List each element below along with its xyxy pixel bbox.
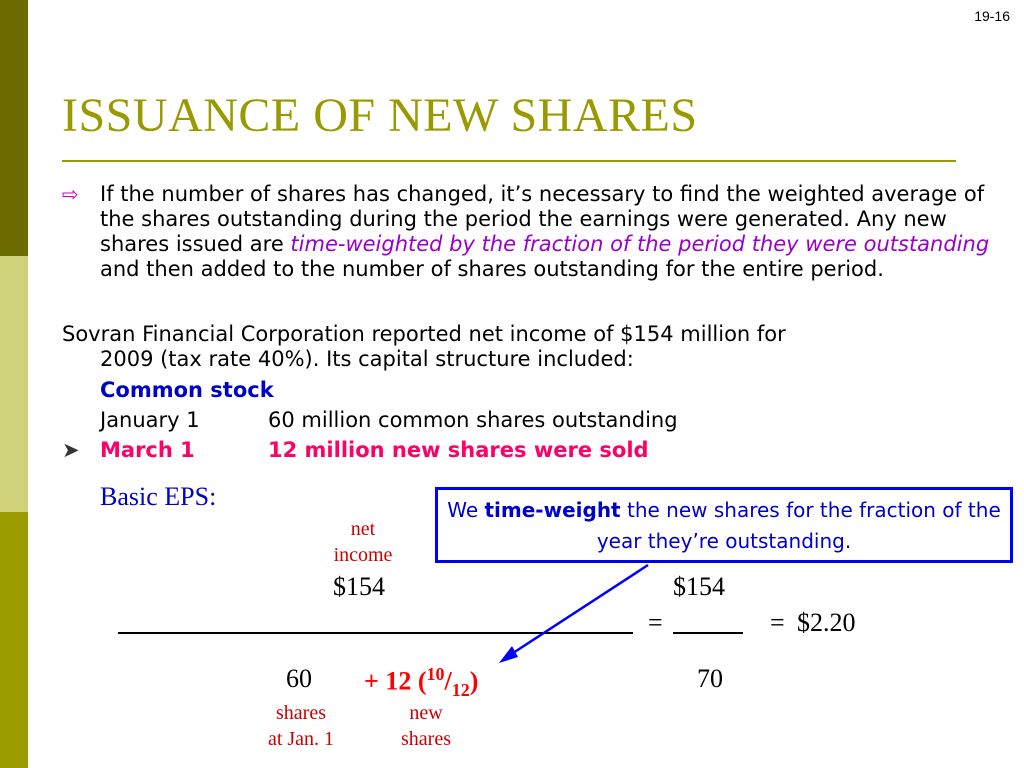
fraction-line-short: [673, 632, 743, 634]
shares-label-line-2: at Jan. 1: [267, 728, 335, 750]
shares-jan-label: shares at Jan. 1: [248, 700, 354, 752]
left-accent-bar-top: [0, 0, 28, 256]
arrow-bullet-icon: ⇨: [62, 182, 79, 206]
arrow-head-icon: [499, 646, 518, 663]
bullet-text-before: If the number of shares has changed, it’…: [100, 182, 985, 256]
sovran-line-1: Sovran Financial Corporation reported ne…: [62, 322, 786, 346]
mar-date: March 1: [100, 438, 195, 462]
net-label-line-1: net: [350, 518, 376, 540]
net-income-label: net income: [318, 516, 408, 568]
bullet-paragraph: ⇨ If the number of shares has changed, i…: [62, 182, 1012, 282]
eps-result: $2.20: [797, 608, 856, 637]
slide-title: ISSUANCE OF NEW SHARES: [62, 89, 698, 142]
common-stock-heading: Common stock: [100, 378, 274, 402]
denominator-new-shares: + 12 (10/12): [364, 664, 478, 701]
denom-frac-den: 12: [451, 679, 470, 700]
page-number: 19-16: [974, 8, 1010, 24]
denom-new-prefix: + 12 (: [364, 666, 427, 696]
denom-close: ): [469, 666, 479, 696]
new-label-line-1: new: [409, 702, 443, 724]
basic-eps-label: Basic EPS:: [100, 482, 217, 511]
new-shares-label: new shares: [384, 700, 468, 752]
time-weight-callout: We time-weight the new shares for the fr…: [435, 487, 1013, 563]
bullet-text-after: and then added to the number of shares o…: [100, 257, 884, 281]
new-label-line-2: shares: [401, 728, 451, 750]
bullet-text: If the number of shares has changed, it’…: [100, 182, 1012, 282]
denominator-total: 70: [697, 664, 723, 693]
shares-label-line-1: shares: [276, 702, 326, 724]
net-label-line-2: income: [333, 544, 393, 566]
sovran-paragraph: Sovran Financial Corporation reported ne…: [62, 322, 1012, 372]
jan-date: January 1: [100, 408, 200, 432]
title-divider: [62, 160, 956, 162]
denom-slash: /: [444, 666, 452, 696]
mar-row: ➤ March 1 12 million new shares were sold: [62, 438, 649, 463]
numerator-right: $154: [673, 572, 725, 601]
arrow-line: [509, 563, 649, 657]
callout-suffix: the new shares for the fraction of the y…: [596, 498, 1001, 553]
equals-sign-2: =: [770, 608, 785, 637]
equals-sign-1: =: [648, 608, 663, 637]
chevron-right-icon: ➤: [62, 438, 80, 462]
denominator-60: 60: [286, 664, 312, 693]
mar-text: 12 million new shares were sold: [268, 438, 649, 462]
numerator-left: $154: [333, 572, 385, 601]
jan-row: January 1 60 million common shares outsta…: [100, 408, 678, 433]
left-accent-bar-middle: [0, 256, 28, 512]
denom-frac-num: 10: [426, 664, 445, 684]
sovran-line-2: 2009 (tax rate 40%). Its capital structu…: [100, 347, 634, 371]
bullet-emphasis: time-weighted by the fraction of the per…: [290, 232, 990, 256]
callout-prefix: We: [447, 498, 485, 522]
callout-bold: time-weight: [484, 498, 621, 522]
left-accent-bar-bottom: [0, 512, 28, 768]
fraction-line-main: [118, 632, 633, 634]
jan-text: 60 million common shares outstanding: [268, 408, 678, 432]
